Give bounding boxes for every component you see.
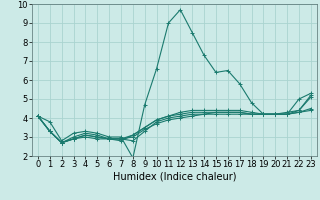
- X-axis label: Humidex (Indice chaleur): Humidex (Indice chaleur): [113, 172, 236, 182]
